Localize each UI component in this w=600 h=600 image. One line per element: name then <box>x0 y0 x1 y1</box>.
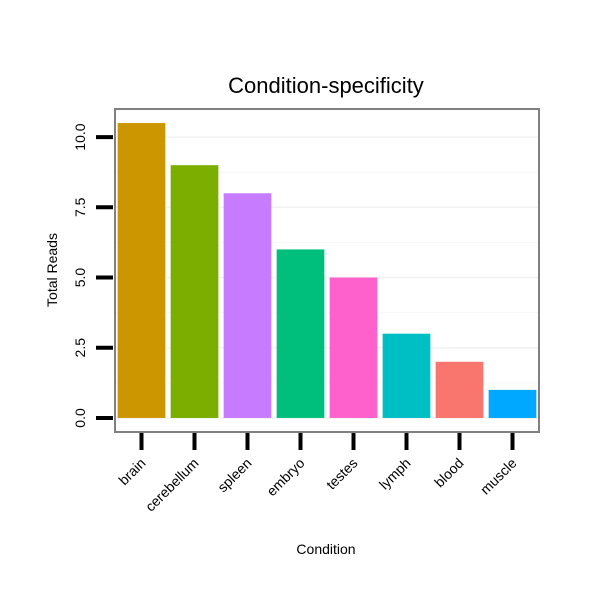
bar-spleen <box>223 193 272 418</box>
bars <box>117 123 537 418</box>
x-tick-label-lymph: lymph <box>376 455 414 493</box>
y-axis-label: Total Reads <box>44 233 60 307</box>
y-tick-label: 2.5 <box>72 338 88 358</box>
x-tick-label-brain: brain <box>115 455 148 488</box>
bar-muscle <box>488 389 537 418</box>
x-tick-label-spleen: spleen <box>214 455 254 495</box>
bar-lymph <box>382 333 431 418</box>
x-tick-label-testes: testes <box>323 455 361 493</box>
y-tick-label: 7.5 <box>72 197 88 217</box>
x-tick-label-muscle: muscle <box>477 455 520 498</box>
bar-embryo <box>276 249 325 418</box>
x-tick-label-cerebellum: cerebellum <box>142 455 202 515</box>
x-axis-label: Condition <box>296 541 355 557</box>
y-tick-label: 0.0 <box>72 408 88 428</box>
x-tick-label-blood: blood <box>431 455 467 491</box>
bar-cerebellum <box>170 165 219 418</box>
bar-testes <box>329 277 378 418</box>
y-axis: 0.0 2.5 5.0 7.5 10.0 <box>72 123 113 428</box>
chart-title: Condition-specificity <box>228 73 424 98</box>
bar-blood <box>435 361 484 418</box>
plot-panel-border <box>114 108 540 433</box>
y-tick-label: 10.0 <box>72 123 88 150</box>
bar-brain <box>117 123 166 418</box>
x-tick-label-embryo: embryo <box>263 455 307 499</box>
y-tick-label: 5.0 <box>72 268 88 288</box>
